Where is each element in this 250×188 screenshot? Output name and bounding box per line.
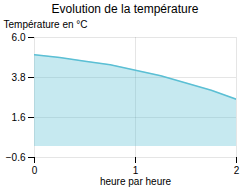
svg-text:6.0: 6.0: [12, 32, 26, 43]
svg-text:heure par heure: heure par heure: [100, 176, 172, 187]
svg-text:1: 1: [133, 165, 139, 176]
svg-text:1.6: 1.6: [12, 112, 26, 123]
svg-text:Température en °C: Température en °C: [4, 19, 88, 30]
svg-text:2: 2: [234, 165, 240, 176]
svg-text:−0.6: −0.6: [6, 152, 26, 163]
svg-text:3.8: 3.8: [12, 72, 26, 83]
svg-text:0: 0: [32, 165, 38, 176]
html-text:Evolution de la température: Evolution de la température: [51, 2, 199, 16]
